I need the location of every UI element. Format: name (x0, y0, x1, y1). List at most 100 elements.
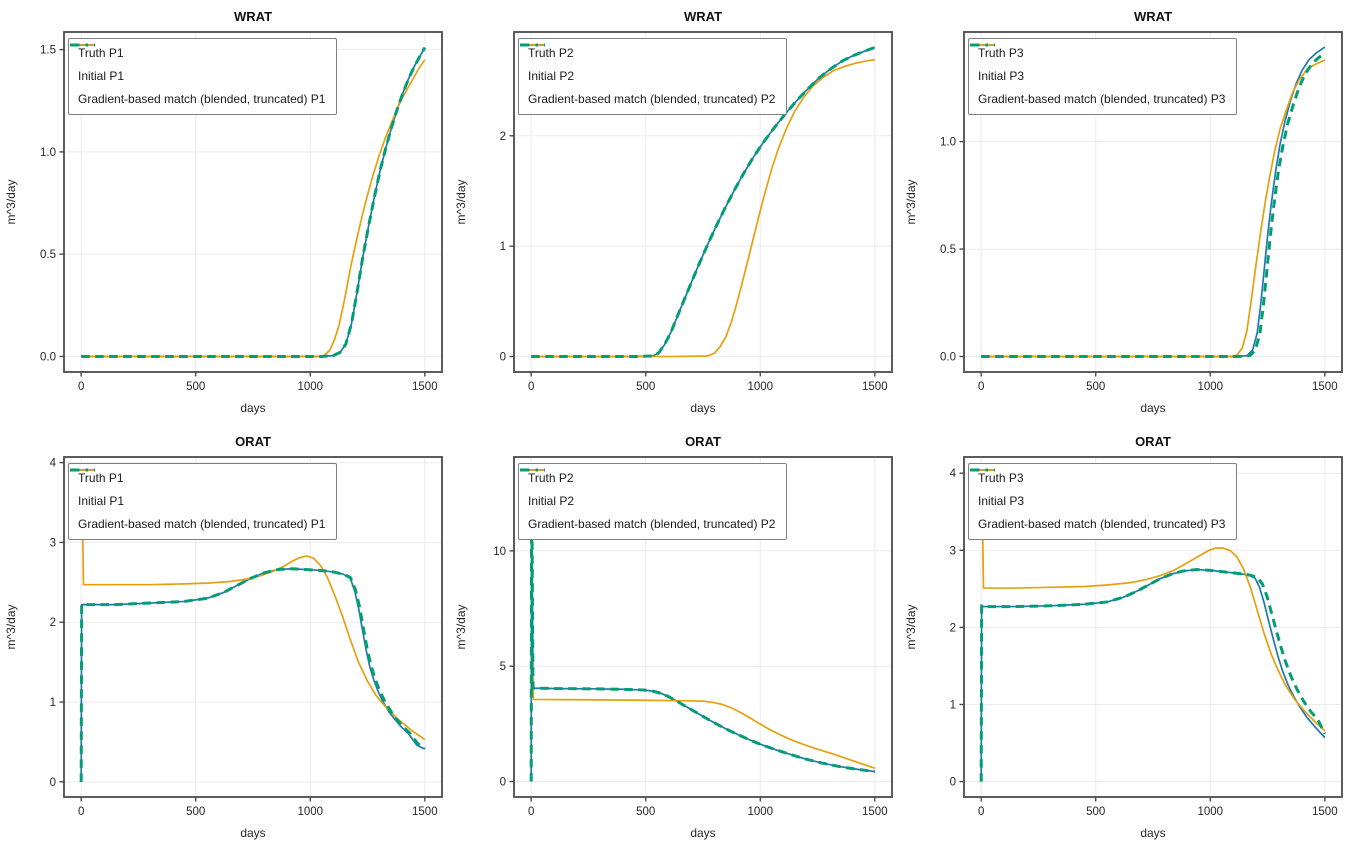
legend-item-match: Gradient-based match (blended, truncated… (70, 468, 326, 532)
series-group (979, 472, 1327, 782)
y-tick-label: 2 (500, 131, 506, 143)
y-tick-label: 4 (50, 458, 57, 470)
series-initial-p2-line (531, 58, 875, 358)
series-group (81, 46, 427, 358)
legend-item-initial: Initial P3 (970, 44, 1225, 84)
x-tick-label: 1000 (1197, 381, 1223, 393)
legend-item-initial: Initial P1 (70, 469, 325, 509)
chart-title: WRAT (234, 9, 272, 24)
legend-item-truth: Truth P3 (970, 44, 1225, 61)
series-match-p1-line (79, 567, 426, 782)
y-tick-label: 2 (50, 617, 56, 629)
x-tick-label: 1500 (1312, 381, 1338, 393)
series-group (531, 46, 876, 359)
legend-item-match: Gradient-based match (blended, truncated… (520, 43, 775, 107)
legend-match-line-sample-icon (520, 468, 545, 472)
legend-item-initial: Initial P3 (970, 469, 1225, 509)
chart-title: WRAT (1134, 9, 1172, 24)
series-initial-p3-line (981, 59, 1326, 358)
x-tick-label: 1000 (1197, 806, 1223, 818)
series-match-p2-line (529, 470, 876, 782)
x-axis-label: days (1140, 826, 1165, 840)
series-match-p2-line (531, 46, 876, 359)
y-tick-label: 0 (950, 777, 956, 789)
legend-box: Truth P2 Initial P2 Gradient-based match (… (518, 38, 788, 116)
x-tick-label: 1500 (862, 381, 888, 393)
x-axis-label: days (240, 826, 265, 840)
legend-item-match: Gradient-based match (blended, truncated… (520, 468, 776, 532)
y-axis-label: m^3/day (454, 605, 468, 650)
chart-title: WRAT (684, 9, 722, 24)
axes-spines (513, 31, 893, 373)
legend-label: Gradient-based match (blended, truncated… (78, 516, 326, 531)
legend-label: Initial P2 (528, 68, 575, 83)
legend-label: Truth P3 (978, 46, 1024, 60)
chart-title: ORAT (685, 434, 721, 449)
chart-wrat-p3: 0 500 1000 1500 0.0 0.5 1.0 WRAT days m^3/day Trut… (900, 0, 1350, 425)
legend-box: Truth P3 Initial P3 Gradient-based match (… (968, 463, 1238, 541)
y-tick-label: 0 (50, 777, 56, 789)
y-tick-label: 1 (950, 699, 956, 711)
x-tick-label: 500 (1086, 381, 1105, 393)
x-tick-label: 500 (186, 381, 205, 393)
axes-spines (963, 31, 1343, 373)
legend-box: Truth P1 Initial P1 Gradient-based match (… (68, 463, 338, 541)
chart-wrat-p2: 0 500 1000 1500 0 1 2 WRAT days m^3/day Truth P2 In… (450, 0, 900, 425)
x-tick-label: 0 (978, 381, 984, 393)
x-axis-label: days (690, 401, 715, 415)
x-tick-label: 0 (78, 806, 84, 818)
series-group (529, 470, 876, 782)
x-tick-label: 0 (78, 381, 84, 393)
legend-item-truth: Truth P1 (70, 44, 325, 61)
chart-orat-p3: 0 500 1000 1500 0 1 2 3 4 ORAT days m^3/day Truth P3… (900, 425, 1350, 850)
legend-match-line-sample-icon (70, 43, 95, 47)
x-tick-label: 500 (186, 806, 205, 818)
legend-item-initial: Initial P2 (520, 44, 775, 84)
legend-label: Truth P2 (528, 46, 574, 60)
chart-title: ORAT (1135, 434, 1171, 449)
chart-wrat-p1: 0 500 1000 1500 0.0 0.5 1.0 1.5 WRAT days m^3/day T… (0, 0, 450, 425)
x-tick-label: 1500 (412, 806, 438, 818)
x-axis-label: days (240, 401, 265, 415)
series-match-p1-line (81, 46, 427, 358)
legend-label: Gradient-based match (blended, truncated… (528, 516, 776, 531)
axes-spines (63, 31, 443, 373)
legend-match-line-sample-icon (70, 468, 95, 472)
legend-item-match: Gradient-based match (blended, truncated… (970, 468, 1226, 532)
x-tick-label: 1000 (297, 381, 323, 393)
legend-label: Initial P3 (978, 68, 1025, 83)
y-tick-label: 1.0 (940, 137, 956, 149)
legend-label: Gradient-based match (blended, truncated… (978, 91, 1226, 106)
legend-item-match: Gradient-based match (blended, truncated… (970, 43, 1226, 107)
chart-title: ORAT (235, 434, 271, 449)
legend-label: Truth P1 (78, 471, 124, 485)
x-tick-label: 1000 (297, 806, 323, 818)
legend-label: Gradient-based match (blended, truncated… (78, 91, 326, 106)
legend-label: Initial P1 (78, 68, 125, 83)
y-tick-label: 1 (50, 697, 56, 709)
y-axis-label: m^3/day (904, 180, 918, 225)
x-axis-label: days (1140, 401, 1165, 415)
y-tick-label: 3 (50, 537, 56, 549)
y-axis-label: m^3/day (4, 605, 18, 650)
legend-item-truth: Truth P2 (520, 44, 775, 61)
x-tick-label: 1500 (1312, 806, 1338, 818)
series-initial-p3-line (981, 472, 1326, 732)
legend-match-line-sample-icon (520, 43, 545, 47)
y-tick-label: 0.0 (940, 352, 956, 364)
series-match-p3-line (979, 568, 1327, 782)
legend-label: Gradient-based match (blended, truncated… (978, 516, 1226, 531)
y-tick-label: 0 (500, 352, 506, 364)
legend-item-truth: Truth P2 (520, 469, 775, 486)
series-initial-p1-line (81, 471, 426, 741)
legend-item-truth: Truth P1 (70, 469, 325, 486)
y-axis-label: m^3/day (454, 180, 468, 225)
y-tick-label: 0 (500, 777, 506, 789)
x-tick-label: 0 (978, 806, 984, 818)
x-tick-label: 1500 (412, 381, 438, 393)
legend-match-line-sample-icon (970, 468, 995, 472)
x-tick-label: 500 (636, 806, 655, 818)
y-tick-label: 1.0 (40, 147, 56, 159)
legend-label: Truth P3 (978, 471, 1024, 485)
